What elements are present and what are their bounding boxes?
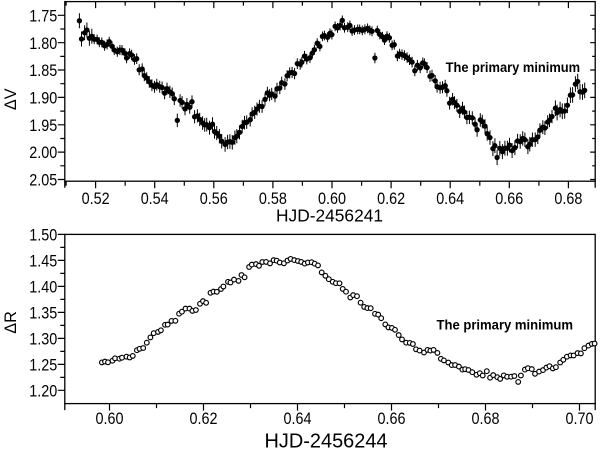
svg-text:0.68: 0.68 xyxy=(554,190,582,208)
svg-text:0.64: 0.64 xyxy=(436,190,464,208)
svg-text:ΔV: ΔV xyxy=(2,88,20,110)
svg-text:0.64: 0.64 xyxy=(284,410,312,428)
svg-text:0.62: 0.62 xyxy=(377,190,405,208)
svg-text:0.60: 0.60 xyxy=(318,190,346,208)
svg-text:1.40: 1.40 xyxy=(29,278,57,296)
svg-text:0.56: 0.56 xyxy=(200,190,228,208)
svg-text:1.75: 1.75 xyxy=(29,7,57,25)
svg-text:1.95: 1.95 xyxy=(29,117,57,135)
svg-text:0.62: 0.62 xyxy=(190,410,218,428)
svg-text:2.00: 2.00 xyxy=(29,144,57,162)
svg-text:0.66: 0.66 xyxy=(378,410,406,428)
svg-text:0.58: 0.58 xyxy=(259,190,287,208)
svg-text:0.60: 0.60 xyxy=(96,410,124,428)
svg-text:0.68: 0.68 xyxy=(472,410,500,428)
svg-text:HJD-2456244: HJD-2456244 xyxy=(265,429,388,449)
svg-text:1.85: 1.85 xyxy=(29,62,57,80)
svg-text:1.35: 1.35 xyxy=(29,304,57,322)
svg-text:0.66: 0.66 xyxy=(495,190,523,208)
svg-text:HJD-2456241: HJD-2456241 xyxy=(276,206,383,226)
svg-text:1.90: 1.90 xyxy=(29,89,57,107)
svg-text:1.20: 1.20 xyxy=(29,382,57,400)
svg-text:1.50: 1.50 xyxy=(29,227,57,245)
svg-text:1.45: 1.45 xyxy=(29,252,57,270)
svg-text:1.80: 1.80 xyxy=(29,35,57,53)
svg-text:2.05: 2.05 xyxy=(29,172,57,190)
svg-text:The primary minimum: The primary minimum xyxy=(446,60,580,76)
svg-text:1.25: 1.25 xyxy=(29,356,57,374)
svg-text:ΔR: ΔR xyxy=(2,311,20,334)
svg-text:0.52: 0.52 xyxy=(82,190,110,208)
svg-text:The primary minimum: The primary minimum xyxy=(437,317,574,333)
svg-text:1.30: 1.30 xyxy=(29,330,57,348)
svg-text:0.70: 0.70 xyxy=(566,410,594,428)
svg-text:0.54: 0.54 xyxy=(141,190,169,208)
